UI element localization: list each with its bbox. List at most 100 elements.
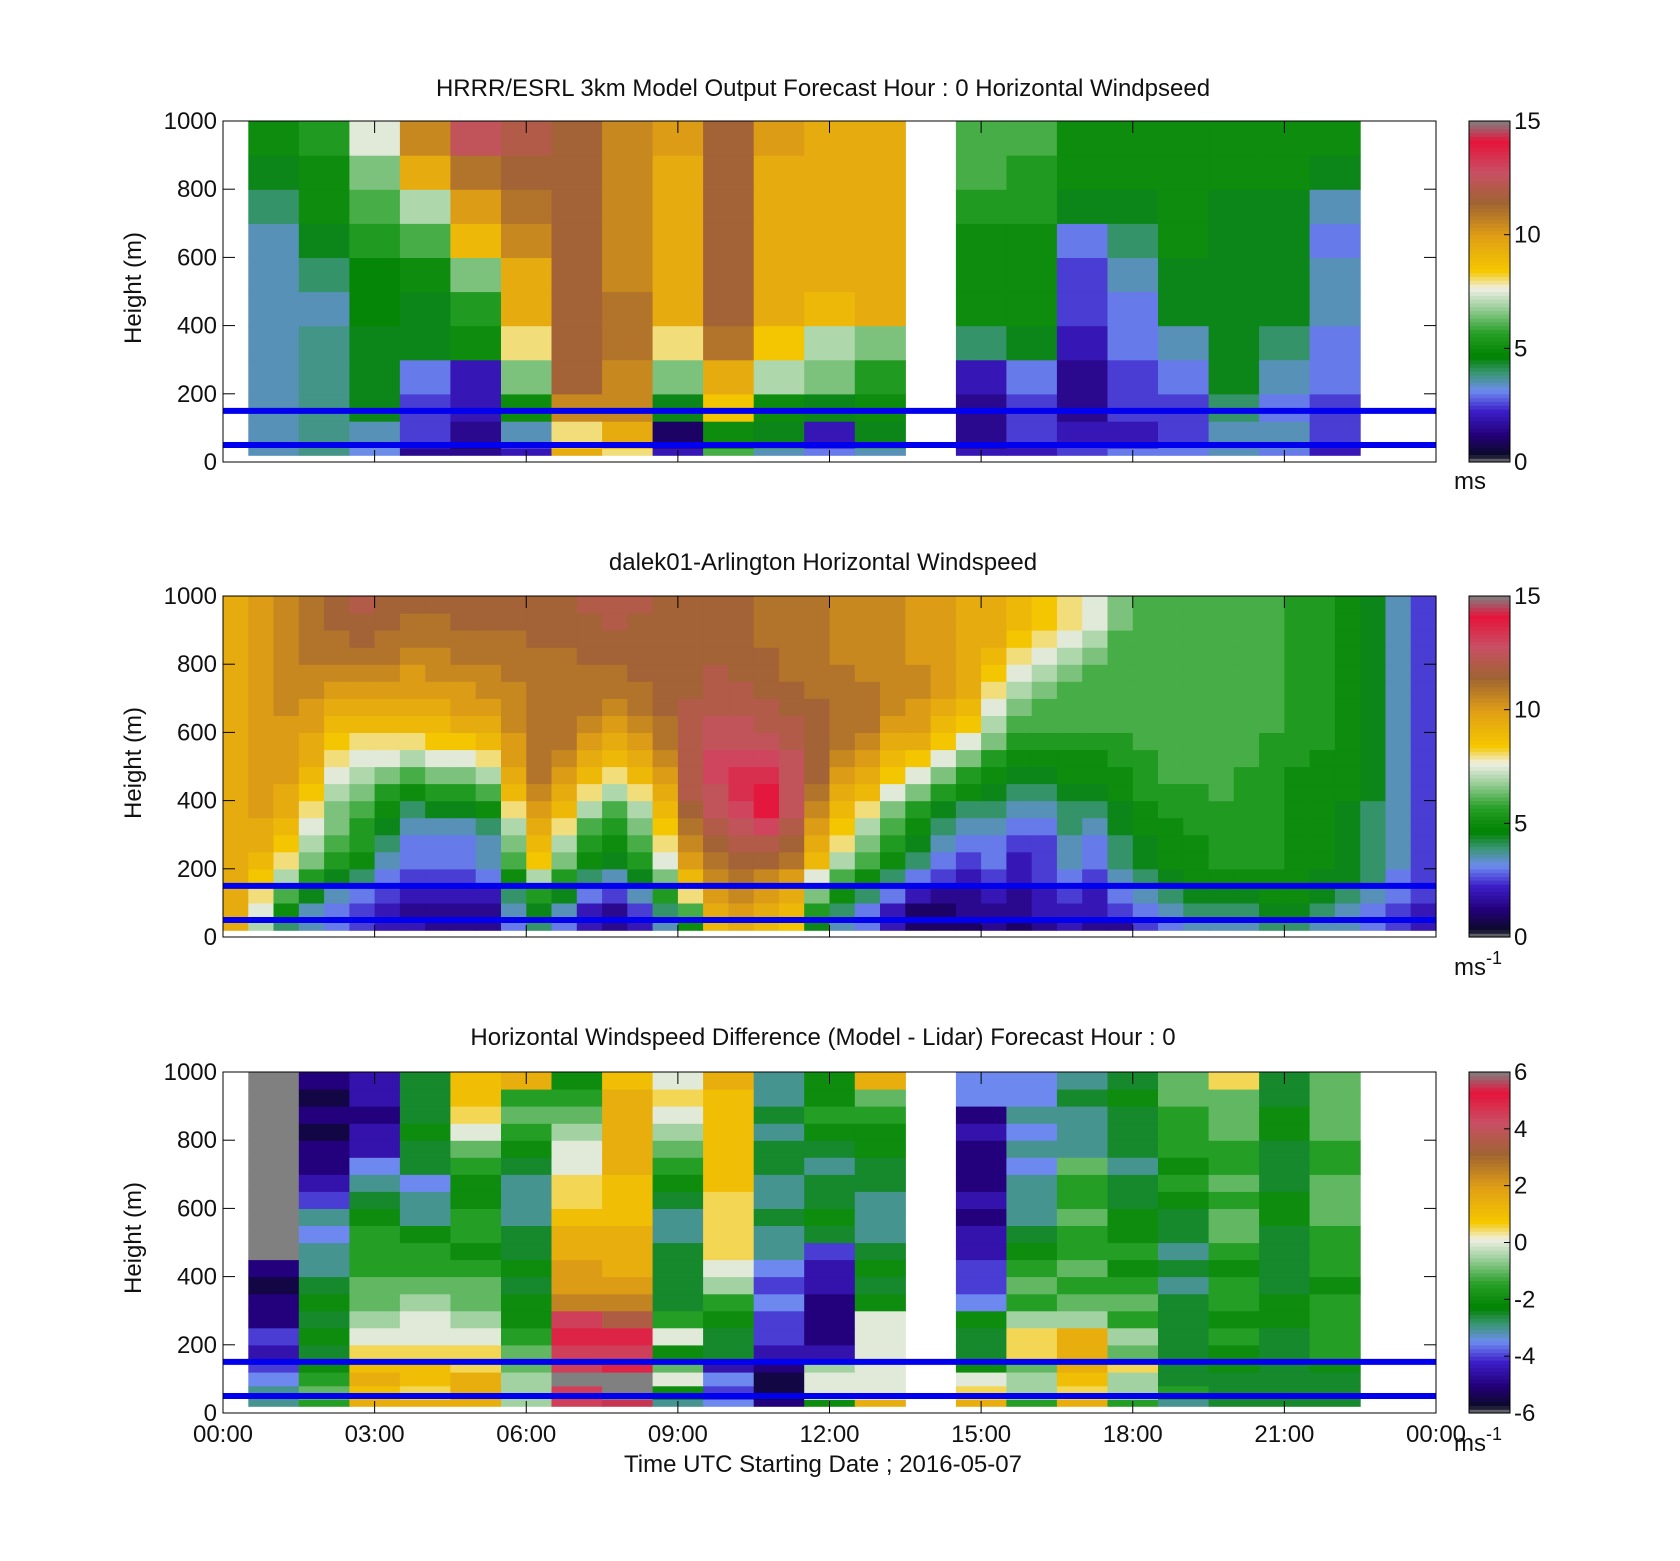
heatmap-cell [804,1310,856,1329]
heatmap-cell [753,596,780,614]
heatmap-cell [1259,359,1311,395]
heatmap-cell [551,613,578,631]
heatmap-cell [779,596,805,614]
heatmap-cell [298,647,325,665]
heatmap-cell [1158,359,1210,395]
heatmap-cell [804,902,831,921]
heatmap-cell [1410,885,1437,904]
heatmap-cell [1259,1242,1311,1261]
heatmap-cell [804,189,856,224]
heatmap-cell [930,698,957,716]
heatmap-cell [981,715,1007,733]
heatmap-cell [1233,681,1260,699]
heatmap-cell [1259,155,1311,190]
heatmap-cell [1208,1372,1260,1387]
heatmap-cell [526,868,553,887]
colorbar-segment [1469,834,1510,840]
heatmap-cell [526,698,553,716]
heatmap-cell [349,749,376,768]
heatmap-cell [248,817,275,836]
heatmap-cell [880,647,906,665]
heatmap-cell [1360,817,1387,836]
colorbar-segment [1469,458,1510,463]
heatmap-cell [1006,155,1058,190]
heatmap-cell [1006,1191,1058,1209]
heatmap-cell [374,613,401,631]
heatmap-cell [1082,647,1109,665]
heatmap-cell [551,851,578,870]
heatmap-cell [1259,834,1285,853]
heatmap-cell [1056,223,1108,258]
heatmap-cell [905,817,932,836]
heatmap-cell [576,664,603,682]
heatmap-cell [349,732,376,751]
heatmap-cell [804,1157,856,1175]
colorbar-segment [1469,1227,1510,1232]
colorbar-segment [1469,1378,1510,1384]
colorbar-segment [1469,766,1510,771]
heatmap-cell [1158,257,1210,293]
heatmap-cell [349,223,401,258]
heatmap-cell [955,800,982,819]
heatmap-cell [854,647,881,665]
colorbar-segment [1469,1170,1510,1175]
heatmap-cell [298,421,350,443]
heatmap-cell [450,291,502,327]
heatmap-cell [753,1191,805,1209]
heatmap-cell [399,325,451,361]
heatmap-cell [955,1106,1007,1124]
colorbar-segment [1469,675,1510,680]
heatmap-cell [1385,596,1412,614]
heatmap-cell [576,732,603,751]
colorbar-segment [1469,736,1510,741]
heatmap-cell [1309,902,1336,921]
heatmap-cell [399,732,426,751]
heatmap-cell [1031,664,1058,682]
colorbar-segment [1469,652,1510,658]
heatmap-cell [475,920,502,931]
heatmap-cell [854,189,906,224]
heatmap-cell [1107,1372,1159,1387]
colorbar-segment [1469,1102,1510,1107]
colorbar-segment [1469,1189,1510,1194]
colorbar-segment [1469,1204,1510,1209]
heatmap-cell [652,1225,704,1244]
colorbar-segment [1469,268,1510,274]
heatmap-cell [703,1123,755,1141]
heatmap-cell [981,647,1007,665]
heatmap-cell [248,800,275,819]
heatmap-cell [981,749,1007,768]
heatmap-cell [955,1293,1007,1312]
colorbar-segment [1469,242,1510,247]
heatmap-cell [602,325,654,361]
heatmap-cell [248,885,275,904]
heatmap-cell [1259,851,1285,870]
heatmap-cell [248,732,275,751]
y-tick-label: 0 [204,1400,217,1427]
heatmap-cell [728,749,755,768]
heatmap-cell [450,817,477,836]
heatmap-cell [1132,732,1159,751]
heatmap-cell [1056,421,1108,443]
heatmap-cell [223,885,249,904]
heatmap-cell [450,1259,502,1278]
heatmap-cell [1158,749,1184,768]
heatmap-cell [273,749,300,768]
heatmap-cell [1082,902,1109,921]
heatmap-cell [248,749,275,768]
heatmap-cell [399,749,426,768]
heatmap-cell [981,851,1007,870]
y-tick-label: 200 [177,1332,217,1359]
heatmap-cell [1158,1293,1210,1312]
colorbar-segment [1469,1212,1510,1217]
heatmap-cell [602,291,654,327]
heatmap-cell [804,325,856,361]
colorbar-segment [1469,872,1510,877]
heatmap-cell [955,223,1007,258]
heatmap-cell [930,834,957,853]
heatmap-cell [905,868,932,887]
heatmap-cell [1056,1327,1108,1346]
heatmap-cell [880,885,906,904]
heatmap-cell [1208,1106,1260,1124]
